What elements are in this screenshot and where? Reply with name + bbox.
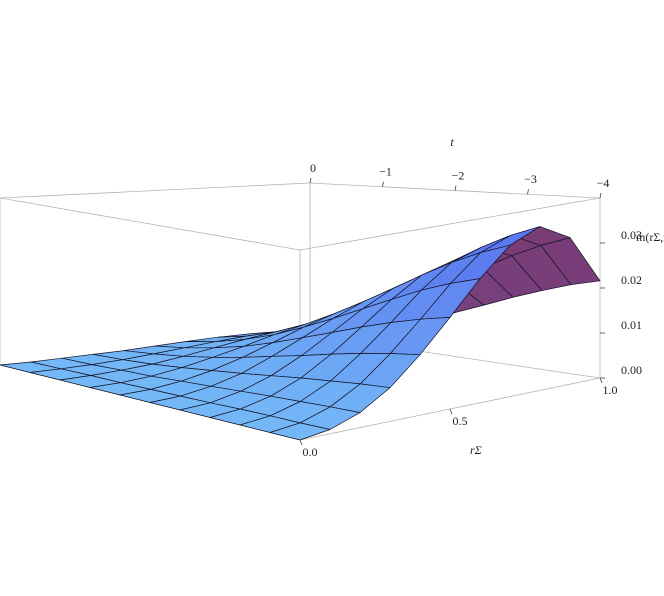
y-tick-label: −3 <box>524 172 537 186</box>
x-tick <box>299 439 303 446</box>
x-tick-label: 1.0 <box>603 383 618 397</box>
box-edge <box>0 197 301 251</box>
z-tick-label: 0.02 <box>621 273 642 287</box>
box-edge <box>299 197 601 251</box>
x-axis-label: rΣ <box>470 443 482 457</box>
y-tick-label: −1 <box>379 165 392 179</box>
surface-patch <box>269 422 331 441</box>
surface <box>0 226 601 441</box>
x-tick <box>449 408 453 415</box>
x-tick <box>599 377 603 384</box>
y-tick <box>599 192 602 199</box>
z-axis-label: m(rΣ,t <box>636 230 664 244</box>
y-tick-label: 0 <box>310 161 316 175</box>
box-edge <box>0 182 311 199</box>
y-tick <box>454 185 457 191</box>
z-tick-label: 0.03 <box>621 228 642 242</box>
y-tick-label: −2 <box>452 168 465 182</box>
x-tick-label: 0.5 <box>453 414 468 428</box>
y-tick <box>382 181 384 187</box>
y-tick <box>309 177 312 184</box>
y-axis-label: t <box>450 135 454 149</box>
y-tick-label: −4 <box>597 176 610 190</box>
axes: 0.0 0.5 1.0 0 −1 −2 −3 −4 0.00 0.01 0.02 0.03 <box>299 161 642 459</box>
y-tick <box>527 189 529 195</box>
z-tick-label: 0.01 <box>621 318 642 332</box>
x-tick-label: 0.0 <box>303 445 318 459</box>
z-tick-label: 0.00 <box>621 363 642 377</box>
